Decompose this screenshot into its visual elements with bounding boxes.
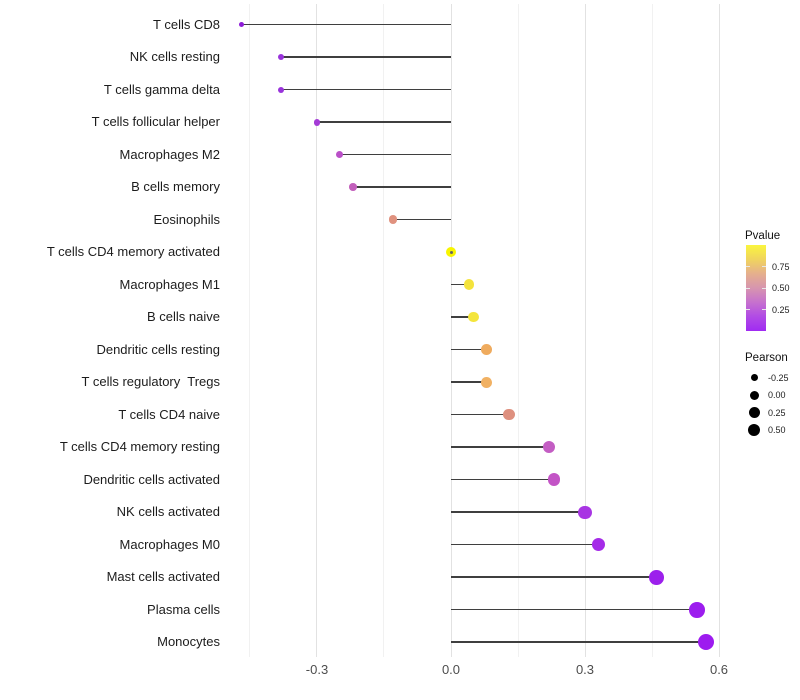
pvalue-bar-tick bbox=[746, 266, 750, 267]
pvalue-bar-tick bbox=[746, 287, 750, 289]
y-axis-label: Eosinophils bbox=[153, 211, 221, 227]
lollipop-stem bbox=[241, 23, 451, 26]
y-axis-label: Dendritic cells resting bbox=[96, 341, 220, 357]
data-point bbox=[278, 54, 285, 61]
lollipop-stem bbox=[451, 348, 487, 351]
y-axis-label: T cells CD4 memory activated bbox=[46, 244, 220, 260]
pvalue-bar-tick bbox=[762, 309, 766, 310]
pearson-legend-dot bbox=[749, 390, 759, 400]
data-point bbox=[468, 311, 479, 323]
data-point bbox=[313, 118, 321, 126]
lollipop-stem bbox=[451, 381, 487, 383]
y-axis-label: Macrophages M2 bbox=[119, 146, 220, 162]
lollipop-stem bbox=[281, 56, 451, 58]
data-point bbox=[278, 86, 285, 93]
y-axis-label: Mast cells activated bbox=[106, 569, 220, 585]
gridline-major bbox=[584, 4, 586, 657]
y-axis-label: T cells CD8 bbox=[153, 16, 220, 32]
lollipop-stem bbox=[451, 511, 585, 513]
lollipop-stem bbox=[281, 88, 451, 91]
lollipop-stem bbox=[451, 576, 657, 578]
data-point bbox=[503, 409, 515, 421]
stem-end-dot bbox=[449, 250, 453, 254]
data-point bbox=[688, 601, 705, 618]
gridline-minor bbox=[517, 4, 519, 657]
lollipop-stem bbox=[451, 316, 474, 318]
gridline-major bbox=[316, 4, 318, 657]
y-axis-label: Macrophages M0 bbox=[119, 536, 220, 552]
data-point bbox=[348, 183, 357, 192]
data-point bbox=[578, 505, 592, 519]
lollipop-stem bbox=[451, 283, 469, 286]
lollipop-stem bbox=[352, 186, 451, 188]
lollipop-stem bbox=[339, 153, 451, 156]
pearson-legend-label: 0.25 bbox=[768, 407, 786, 418]
gridline-minor bbox=[383, 4, 385, 657]
pvalue-tick-label: 0.50 bbox=[772, 283, 790, 293]
pearson-legend-dot bbox=[747, 423, 761, 437]
data-point bbox=[547, 473, 560, 486]
data-point bbox=[463, 279, 475, 290]
y-axis-label: T cells CD4 memory resting bbox=[59, 439, 220, 455]
lollipop-stem bbox=[392, 218, 451, 221]
data-point bbox=[697, 634, 714, 651]
lollipop-stem bbox=[451, 641, 706, 643]
gridline-minor bbox=[249, 4, 251, 657]
pvalue-bar-tick bbox=[746, 309, 750, 310]
x-axis-tick-label: 0.0 bbox=[441, 662, 461, 677]
pearson-legend-label: 0.50 bbox=[768, 425, 786, 435]
legend-pearson-title: Pearson bbox=[745, 352, 788, 364]
pvalue-tick-label: 0.75 bbox=[772, 261, 790, 272]
legend-pvalue-title: Pvalue bbox=[745, 230, 781, 242]
y-axis-label: T cells CD4 naive bbox=[118, 406, 220, 422]
y-axis-label: T cells regulatory Tregs bbox=[81, 374, 220, 390]
data-point bbox=[335, 151, 343, 159]
gridline-major bbox=[718, 4, 720, 657]
lollipop-stem bbox=[451, 478, 554, 481]
y-axis-label: B cells naive bbox=[147, 309, 220, 325]
lollipop-stem bbox=[451, 446, 550, 448]
pearson-legend-label: 0.00 bbox=[768, 390, 786, 400]
y-axis-label: Macrophages M1 bbox=[119, 276, 220, 292]
data-point bbox=[481, 376, 493, 388]
y-axis-label: Dendritic cells activated bbox=[83, 471, 220, 487]
pearson-legend-dot bbox=[750, 374, 758, 381]
y-axis-label: Monocytes bbox=[157, 634, 220, 650]
lollipop-stem bbox=[316, 121, 451, 123]
data-point bbox=[591, 537, 606, 552]
data-point bbox=[238, 22, 244, 28]
y-axis-label: B cells memory bbox=[131, 179, 220, 195]
data-point bbox=[649, 569, 664, 585]
x-axis-tick-label: 0.6 bbox=[709, 662, 729, 677]
lollipop-stem bbox=[451, 413, 510, 416]
gridline-major bbox=[450, 4, 452, 657]
lollipop-stem bbox=[451, 608, 697, 611]
pearson-legend-dot bbox=[748, 407, 760, 418]
data-point bbox=[481, 344, 493, 356]
y-axis-label: NK cells resting bbox=[129, 49, 220, 65]
pearson-legend-label: -0.25 bbox=[768, 372, 789, 383]
x-axis-tick-label: -0.3 bbox=[305, 662, 329, 677]
pvalue-bar-tick bbox=[762, 266, 766, 267]
y-axis-label: T cells follicular helper bbox=[91, 114, 220, 130]
y-axis-label: NK cells activated bbox=[116, 504, 220, 520]
y-axis-label: T cells gamma delta bbox=[103, 81, 220, 97]
lollipop-stem bbox=[451, 543, 599, 546]
pvalue-gradient-bar bbox=[746, 245, 766, 331]
gridline-minor bbox=[651, 4, 653, 657]
data-point bbox=[543, 441, 556, 454]
x-axis-tick-label: 0.3 bbox=[575, 662, 595, 677]
pvalue-tick-label: 0.25 bbox=[772, 304, 790, 315]
data-point bbox=[388, 215, 398, 224]
y-axis-label: Plasma cells bbox=[147, 601, 220, 617]
pvalue-bar-tick bbox=[762, 287, 766, 289]
